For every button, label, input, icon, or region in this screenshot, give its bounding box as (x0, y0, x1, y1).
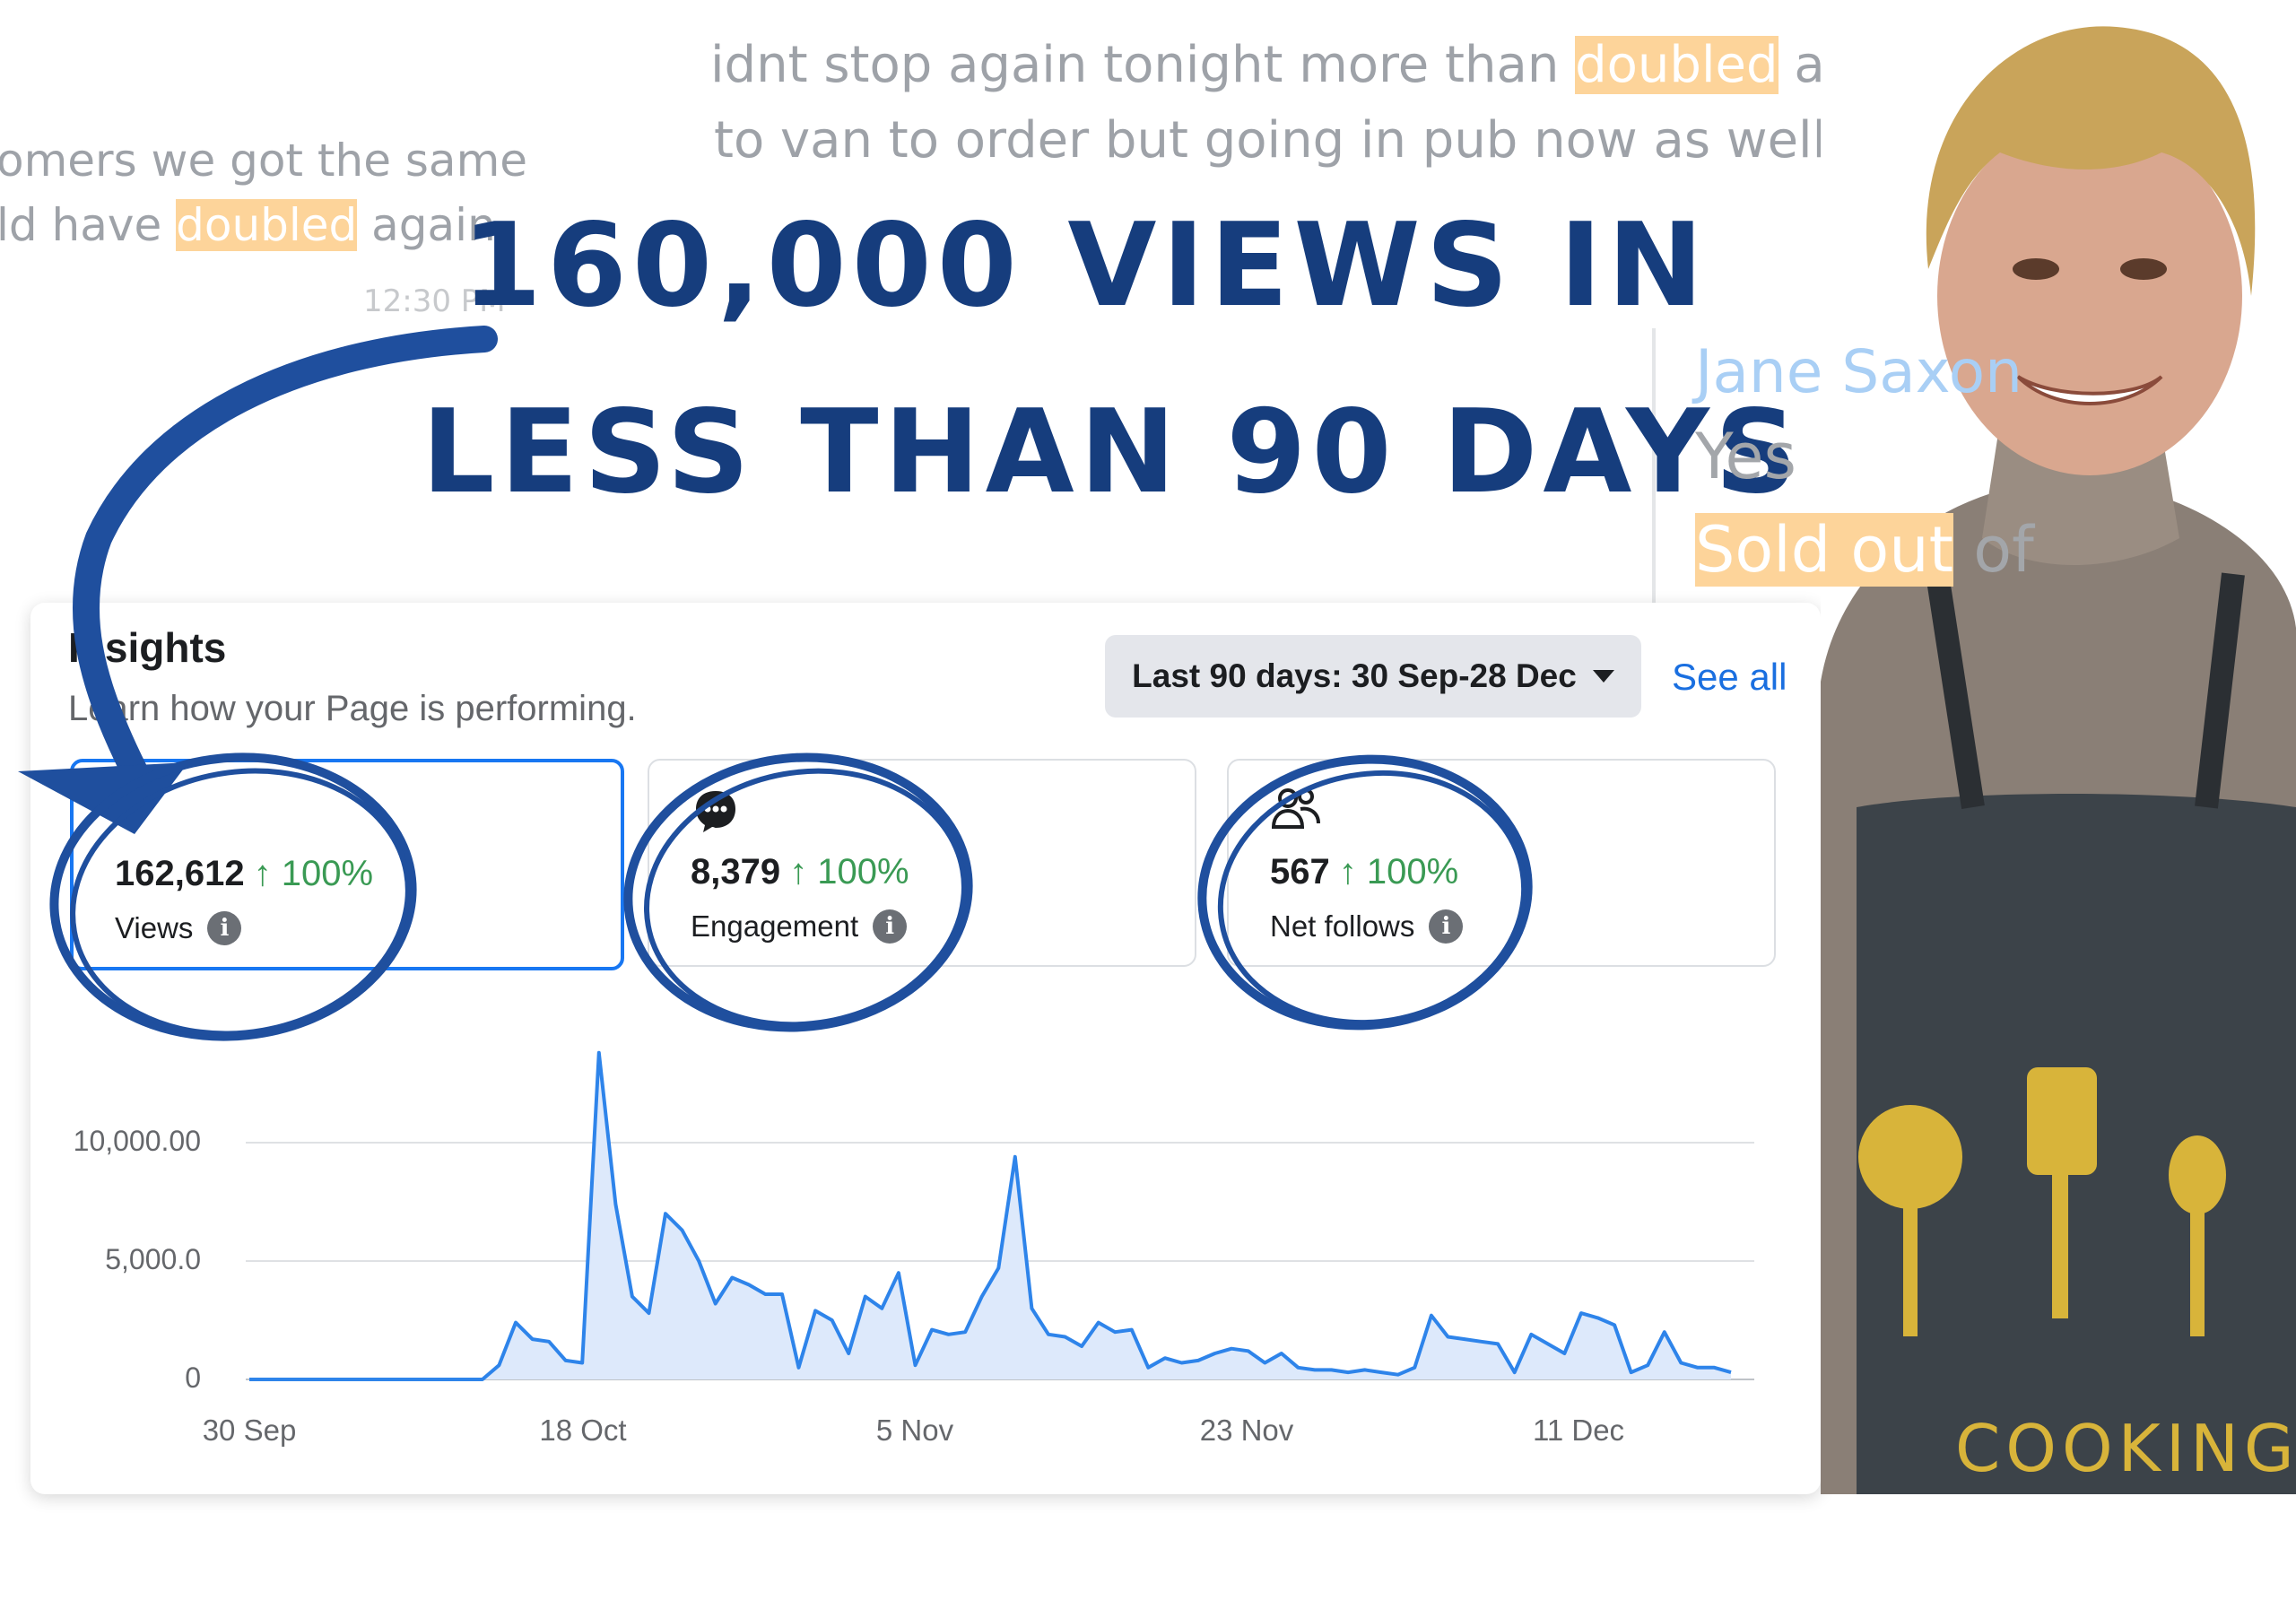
headline-line-1: 160,000 VIEWS IN (461, 199, 1709, 333)
metric-value-engagement: 8,379 ↑ 100% (691, 852, 909, 892)
metric-change-views: ↑ 100% (253, 854, 374, 893)
x-tick-label: 11 Dec (1532, 1414, 1625, 1447)
highlight-sold-out: Sold out (1695, 513, 1954, 587)
x-tick-label: 5 Nov (875, 1414, 954, 1447)
chat-line-top-1: idnt stop again tonight more than double… (710, 36, 1934, 94)
chat-line-top-2: to van to order but going in pub now as … (714, 111, 1827, 170)
info-icon[interactable]: i (873, 909, 908, 944)
metric-card-net-follows[interactable]: 567 ↑ 100% Net follows i (1227, 759, 1776, 967)
person-photo: COOKING (1821, 0, 2296, 1494)
date-range-label: Last 90 days: 30 Sep-28 Dec (1132, 657, 1577, 694)
highlight-doubled: doubled (1575, 36, 1779, 94)
chat-line-left-2: ld have doubled again (0, 199, 496, 251)
metric-change-net-follows: ↑ 100% (1338, 852, 1459, 892)
date-range-dropdown[interactable]: Last 90 days: 30 Sep-28 Dec (1105, 635, 1641, 718)
metric-change-engagement: ↑ 100% (789, 852, 909, 892)
info-icon[interactable]: i (207, 911, 242, 945)
metric-value-views: 162,612 ↑ 100% (115, 854, 374, 893)
y-tick-label: 10,000.00 (73, 1125, 201, 1157)
chat-reply-2: Sold out of (1695, 513, 2034, 587)
metric-label-net-follows: Net follows i (1270, 909, 1464, 944)
chat-line-left-1: omers we got the same (0, 135, 528, 187)
x-tick-label: 23 Nov (1199, 1414, 1294, 1447)
info-icon[interactable]: i (1429, 909, 1464, 944)
metric-card-views[interactable]: 162,612 ↑ 100% Views i (70, 759, 624, 970)
y-tick-label: 5,000.0 (105, 1243, 201, 1275)
x-tick-label: 30 Sep (202, 1414, 297, 1447)
insights-card (30, 603, 1821, 1494)
apron-text: COOKING (1955, 1411, 2296, 1486)
chat-reply-1: Yes (1695, 420, 1796, 493)
insights-title: Insights (68, 624, 227, 671)
people-icon (1271, 788, 1320, 829)
caret-down-icon (1592, 670, 1614, 683)
metric-label-views: Views i (115, 911, 242, 945)
metric-label-engagement: Engagement i (691, 909, 908, 944)
headline-line-2: LESS THAN 90 DAYS (422, 386, 1803, 519)
highlight-doubled-left: doubled (176, 199, 358, 251)
chat-bubble-icon (696, 791, 735, 832)
see-all-link[interactable]: See all (1672, 656, 1787, 698)
metric-card-engagement[interactable]: 8,379 ↑ 100% Engagement i (648, 759, 1196, 967)
x-tick-label: 18 Oct (539, 1414, 627, 1447)
chat-timestamp: 12:30 PM (363, 283, 506, 319)
y-tick-label: 0 (185, 1361, 201, 1394)
chat-sender: Jane Saxon (1695, 337, 2022, 406)
chat-divider (1652, 328, 1656, 615)
insights-subtitle: Learn how your Page is performing. (68, 689, 637, 728)
metric-value-net-follows: 567 ↑ 100% (1270, 852, 1459, 892)
